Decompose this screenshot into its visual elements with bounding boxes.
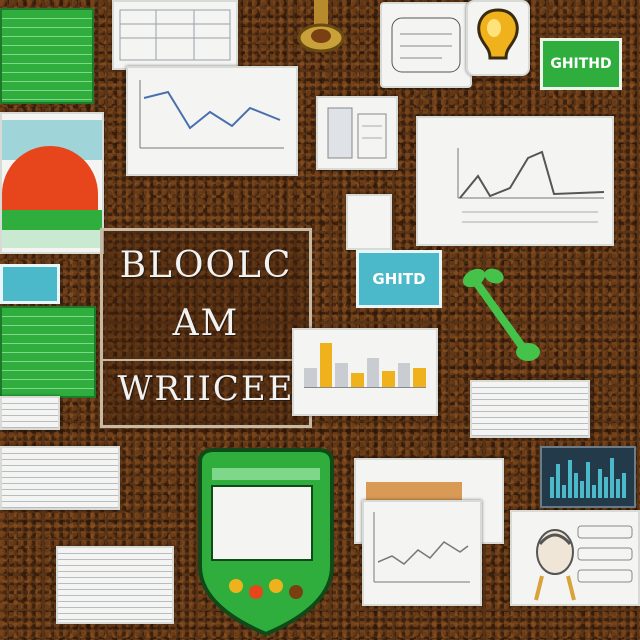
spike-chart-bar xyxy=(586,462,590,498)
table-sheet-bottom-left xyxy=(0,446,120,510)
tag-center: GHITD xyxy=(356,250,442,308)
board-divider xyxy=(103,359,309,361)
note-card-bottom-left xyxy=(56,546,174,624)
sunrise-chart-sheet xyxy=(0,112,104,254)
spike-chart-bar xyxy=(580,481,584,498)
bar-chart-sheet xyxy=(292,328,438,416)
tiny-note-card xyxy=(346,194,392,250)
spike-chart-bar xyxy=(562,485,566,498)
spike-chart-graphic xyxy=(550,456,626,498)
bar-chart-baseline xyxy=(304,387,426,388)
spike-chart-bar xyxy=(604,477,608,498)
spike-chart-bar xyxy=(568,460,572,498)
board-line-2: AM xyxy=(172,303,240,344)
tablet-device-icon xyxy=(190,446,342,640)
green-card-left xyxy=(0,306,96,398)
bar-chart-bar xyxy=(366,358,380,388)
board-line-3: WRIICEE xyxy=(117,369,295,409)
spike-chart-bar xyxy=(598,468,602,498)
person-head-icon xyxy=(530,522,580,602)
seedling-icon xyxy=(456,262,542,366)
line-chart-graphic xyxy=(139,80,284,149)
bar-chart-bar xyxy=(413,368,426,388)
spike-chart-bar xyxy=(556,464,560,498)
bar-chart-bar xyxy=(397,363,411,388)
note-card-top xyxy=(380,2,472,88)
bar-chart-bar xyxy=(350,373,364,388)
brass-ornament xyxy=(296,0,346,54)
report-sheet-orange-band xyxy=(366,482,462,504)
line-chart-sheet xyxy=(126,66,298,176)
green-card-top-left xyxy=(0,8,94,104)
profile-card xyxy=(510,510,640,606)
tag-top-right-label: GHITHD xyxy=(550,56,612,72)
spike-chart-bar xyxy=(592,485,596,498)
table-sheet-left xyxy=(0,396,60,430)
lightbulb-card xyxy=(466,0,530,76)
spike-chart-bar xyxy=(574,472,578,498)
spike-chart-panel xyxy=(540,446,636,508)
bar-chart-bar xyxy=(319,343,333,388)
table-sheet-top xyxy=(112,0,238,70)
chalkboard: BLOOLC AM WRIICEE xyxy=(100,228,312,428)
peak-chart-graphic xyxy=(457,148,605,223)
bar-chart-graphic xyxy=(304,338,426,388)
document-sheet-small xyxy=(316,96,398,170)
tag-center-label: GHITD xyxy=(372,270,426,288)
table-grid-graphic xyxy=(119,9,231,61)
table-sheet-right xyxy=(470,380,590,438)
peak-chart-sheet xyxy=(416,116,614,246)
spike-chart-bar xyxy=(610,458,614,498)
spike-chart-bar xyxy=(616,479,620,498)
tag-top-right: GHITHD xyxy=(540,38,622,90)
board-line-1: BLOOLC xyxy=(119,245,293,286)
bar-chart-bar xyxy=(304,368,317,388)
bar-chart-bar xyxy=(335,363,348,388)
spike-chart-bar xyxy=(550,477,554,498)
spike-chart-bar xyxy=(622,472,626,498)
blue-tag-left xyxy=(0,264,60,304)
bar-chart-bar xyxy=(382,370,395,388)
report-sheet-front xyxy=(362,500,482,606)
lightbulb-icon xyxy=(468,2,528,74)
